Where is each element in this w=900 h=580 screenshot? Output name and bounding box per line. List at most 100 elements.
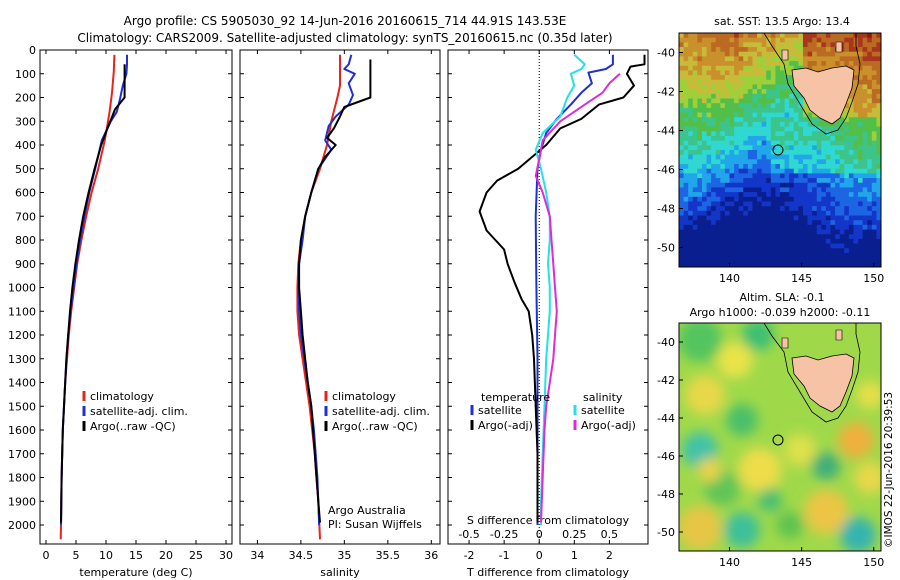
sst-cell bbox=[729, 79, 735, 85]
sst-cell bbox=[757, 37, 763, 43]
sst-cell bbox=[697, 252, 703, 259]
sst-cell bbox=[798, 107, 804, 113]
sst-cell bbox=[692, 238, 698, 244]
sst-cell bbox=[743, 192, 749, 198]
sst-cell bbox=[844, 210, 850, 216]
sst-cell bbox=[747, 164, 753, 170]
sst-cell bbox=[775, 98, 781, 104]
sst-cell bbox=[692, 150, 698, 156]
sst-cell bbox=[729, 98, 735, 104]
sst-map-y-tick-label: -50 bbox=[657, 242, 675, 255]
difference-legend-label: Argo(-adj) bbox=[478, 419, 533, 432]
depth-tick-label: 1800 bbox=[8, 472, 36, 485]
sst-cell bbox=[688, 37, 694, 43]
sst-cell bbox=[848, 248, 854, 254]
sst-cell bbox=[701, 89, 707, 95]
sst-cell bbox=[862, 126, 868, 132]
temperature-legend-label: satellite-adj. clim. bbox=[90, 405, 188, 418]
salinity-panel: 34 34.5 35 35.5 36salinityclimatologysatelli… bbox=[239, 49, 441, 579]
sst-cell bbox=[711, 51, 717, 57]
sst-cell bbox=[821, 224, 827, 230]
sst-cell bbox=[720, 210, 726, 216]
sst-cell bbox=[807, 164, 813, 170]
sst-cell bbox=[697, 159, 703, 165]
sst-cell bbox=[770, 238, 776, 244]
imos-credit: ©IMOS 22-Jun-2016 20:39:53 bbox=[883, 392, 895, 548]
sst-cell bbox=[743, 215, 749, 221]
sst-cell bbox=[761, 234, 767, 240]
sst-cell bbox=[775, 178, 781, 184]
sst-cell bbox=[692, 243, 698, 249]
sst-cell bbox=[816, 131, 822, 137]
sla-flinders-island bbox=[835, 329, 843, 341]
sst-cell bbox=[848, 47, 854, 53]
sst-cell bbox=[848, 187, 854, 193]
sst-cell bbox=[802, 178, 808, 184]
sst-cell bbox=[692, 107, 698, 113]
sst-cell bbox=[679, 84, 684, 90]
sst-cell bbox=[853, 206, 859, 212]
sst-cell bbox=[761, 224, 767, 230]
sst-cell bbox=[793, 42, 799, 48]
sst-cell bbox=[770, 112, 776, 118]
sst-cell bbox=[848, 112, 854, 118]
sst-cell bbox=[876, 229, 881, 235]
sst-cell bbox=[848, 262, 854, 267]
sla-map-panel: Altim. SLA: -0.1 Argo h1000: -0.039 h200… bbox=[657, 291, 884, 569]
sst-cell bbox=[789, 70, 795, 76]
sst-cell bbox=[858, 89, 864, 95]
sst-cell bbox=[720, 168, 726, 174]
sst-cell bbox=[848, 252, 854, 259]
sst-cell bbox=[747, 37, 753, 43]
sst-cell bbox=[761, 126, 767, 132]
sst-cell bbox=[876, 79, 881, 85]
sst-cell bbox=[812, 229, 818, 235]
sst-cell bbox=[798, 173, 804, 179]
sst-cell bbox=[848, 164, 854, 170]
sst-cell bbox=[706, 140, 712, 146]
sst-cell bbox=[683, 187, 689, 193]
sst-cell bbox=[738, 37, 744, 43]
sst-cell bbox=[747, 47, 753, 53]
sst-cell bbox=[743, 70, 749, 76]
sst-cell bbox=[798, 201, 804, 207]
sst-cell bbox=[775, 33, 781, 39]
sst-cell bbox=[752, 37, 758, 43]
sst-cell bbox=[812, 56, 818, 62]
sst-cell bbox=[761, 206, 767, 212]
sst-cell bbox=[757, 201, 763, 207]
sst-cell bbox=[867, 224, 873, 230]
sst-cell bbox=[715, 37, 721, 43]
sst-cell bbox=[711, 37, 717, 43]
difference-series-temperature-argo-adj bbox=[478, 54, 646, 523]
sst-cell bbox=[757, 135, 763, 142]
sst-cell bbox=[701, 126, 707, 132]
sst-cell bbox=[825, 196, 831, 202]
sst-cell bbox=[816, 37, 822, 43]
sst-cell bbox=[830, 159, 836, 165]
sst-cell bbox=[747, 79, 753, 85]
sst-cell bbox=[770, 135, 776, 142]
sst-cell bbox=[720, 84, 726, 90]
sst-cell bbox=[692, 262, 698, 267]
sst-cell bbox=[706, 192, 712, 198]
sst-cell bbox=[724, 98, 730, 104]
sst-cell bbox=[789, 173, 795, 179]
sst-cell bbox=[812, 210, 818, 216]
sst-cell bbox=[867, 33, 873, 39]
sst-cell bbox=[780, 107, 785, 113]
sst-cell bbox=[862, 56, 868, 62]
sst-cell bbox=[734, 154, 740, 160]
sst-cell bbox=[743, 168, 749, 174]
sst-cell bbox=[871, 201, 877, 207]
sst-cell bbox=[766, 145, 772, 151]
sst-cell bbox=[697, 126, 703, 132]
sst-cell bbox=[848, 224, 854, 230]
sst-cell bbox=[724, 112, 730, 118]
sst-cell bbox=[775, 65, 781, 71]
sst-cell bbox=[798, 220, 804, 226]
sst-cell bbox=[775, 84, 781, 90]
sst-cell bbox=[807, 159, 813, 165]
sst-cell bbox=[738, 56, 744, 62]
sst-cell bbox=[697, 103, 703, 109]
